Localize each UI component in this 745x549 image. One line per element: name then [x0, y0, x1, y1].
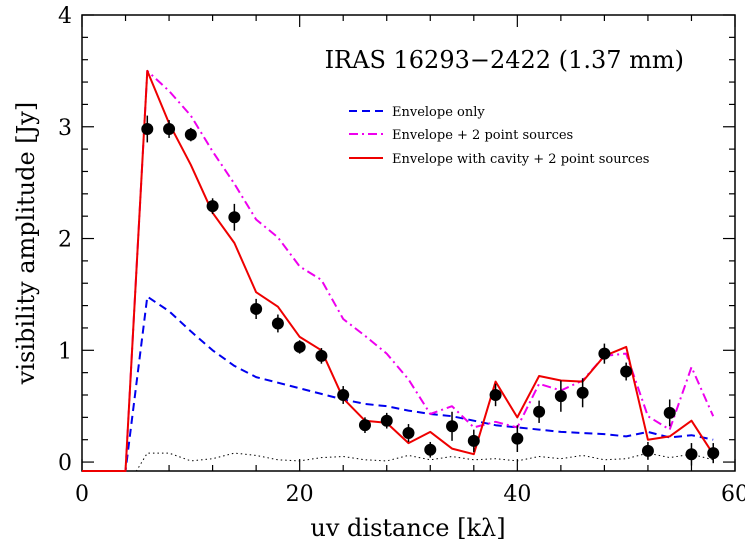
y-axis-label: visibility amplitude [Jy]	[12, 102, 40, 385]
y-tick-label: 1	[58, 339, 72, 364]
x-tick-label: 40	[503, 482, 531, 507]
frame	[81, 14, 736, 472]
observed-point	[663, 406, 676, 419]
observed-point	[163, 123, 176, 135]
legend: Envelope only Envelope + 2 point sources…	[349, 105, 649, 167]
observed-point	[620, 365, 633, 378]
observed-point	[511, 432, 524, 445]
x-tick-label: 60	[721, 482, 745, 507]
legend-label-envelope-cavity: Envelope with cavity + 2 point sources	[392, 152, 649, 167]
axis-tick-labels: 0 20 40 60 0 1 2 3 4	[58, 4, 745, 507]
observed-point	[402, 427, 415, 439]
observed-point	[315, 349, 328, 362]
x-tick-label: 20	[286, 482, 314, 507]
observed-point	[641, 444, 654, 457]
observed-point	[533, 405, 546, 418]
plot-frame	[81, 14, 736, 472]
envelope-only-line	[82, 295, 714, 472]
chart-title: IRAS 16293−2422 (1.37 mm)	[325, 46, 684, 74]
y-tick-label: 4	[58, 4, 72, 29]
observed-point	[685, 448, 698, 461]
y-tick-label: 2	[58, 228, 72, 253]
observed-point	[184, 128, 197, 141]
observed-points	[141, 115, 720, 466]
observed-point	[228, 211, 241, 224]
series-layer	[82, 69, 715, 472]
observed-point	[206, 200, 219, 213]
observed-point	[489, 389, 502, 401]
legend-label-envelope-point-sources: Envelope + 2 point sources	[392, 128, 573, 143]
x-axis-label: uv distance [kλ]	[310, 514, 505, 542]
observed-point	[337, 389, 350, 401]
envelope-point-sources-line	[82, 69, 715, 472]
x-tick-label: 0	[75, 482, 89, 507]
observed-point	[380, 414, 393, 427]
observed-point	[707, 447, 720, 460]
y-tick-label: 0	[58, 451, 72, 476]
observed-point	[446, 420, 459, 433]
observed-point	[141, 123, 154, 135]
observed-point	[598, 347, 611, 360]
legend-label-envelope-only: Envelope only	[392, 105, 485, 120]
observed-point	[271, 317, 284, 330]
observed-point	[250, 302, 263, 315]
observed-point	[358, 419, 371, 432]
observed-point	[467, 434, 480, 447]
observed-point	[293, 340, 306, 353]
y-tick-label: 3	[58, 116, 72, 141]
observed-point	[554, 390, 567, 403]
observed-point	[576, 386, 589, 399]
observed-point	[424, 443, 437, 456]
noise-level-line	[82, 452, 714, 472]
envelope-cavity-line	[82, 69, 715, 472]
axis-ticks	[81, 14, 736, 471]
